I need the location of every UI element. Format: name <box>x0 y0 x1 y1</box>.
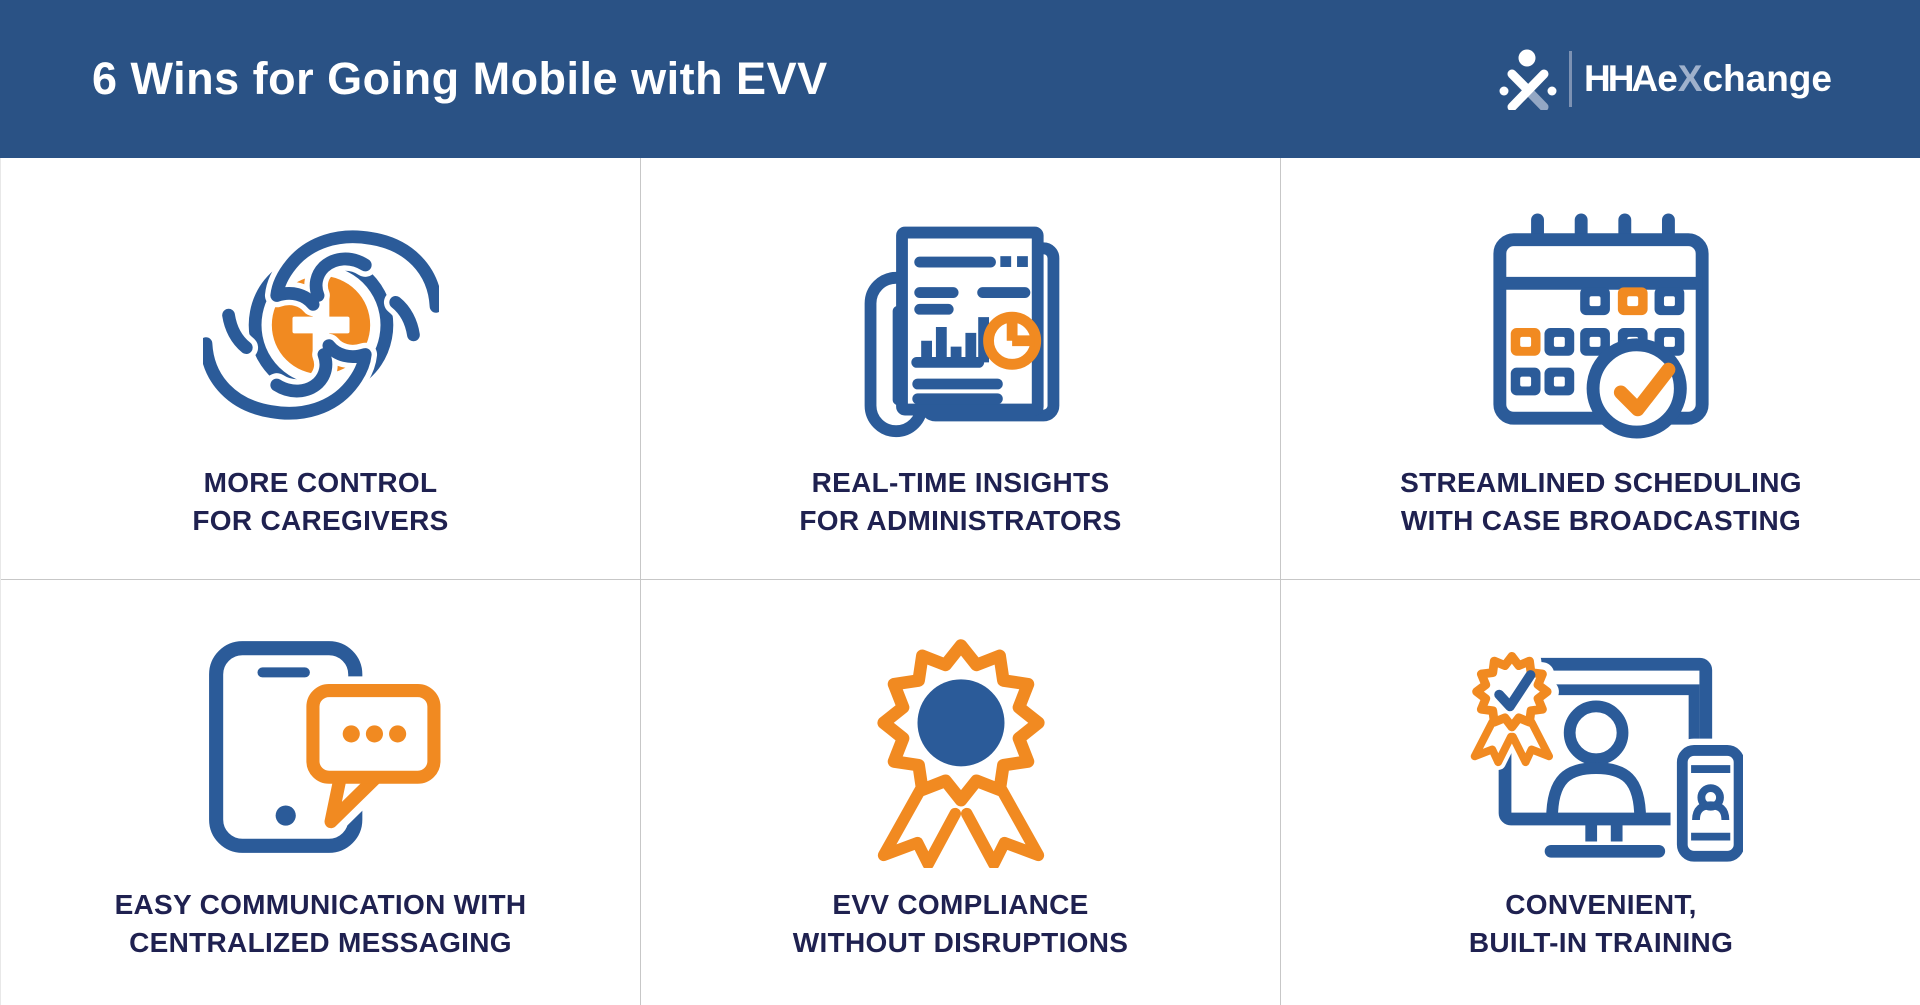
award-ribbon-icon <box>876 639 1045 868</box>
logo-divider <box>1569 51 1573 107</box>
calendar-check-icon <box>1493 213 1709 439</box>
caption-builtin-training: CONVENIENT, BUILT-IN TRAINING <box>1468 889 1734 958</box>
cell-realtime-insights: REAL-TIME INSIGHTS FOR ADMINISTRATORS <box>641 158 1281 580</box>
report-insights-icon <box>864 226 1059 438</box>
logo-change: change <box>1702 58 1832 99</box>
training-devices-icon <box>1464 644 1743 868</box>
cell-builtin-training: CONVENIENT, BUILT-IN TRAINING <box>1281 580 1920 1005</box>
caption-easy-communication: EASY COMMUNICATION WITH CENTRALIZED MESS… <box>114 889 527 958</box>
caregiver-hands-icon <box>203 207 439 443</box>
caption-streamlined-scheduling: STREAMLINED SCHEDULING WITH CASE BROADCA… <box>1400 467 1802 536</box>
benefits-grid: MORE CONTROL FOR CAREGIVERS <box>0 158 1920 1005</box>
cell-easy-communication: EASY COMMUNICATION WITH CENTRALIZED MESS… <box>1 580 641 1005</box>
cell-evv-compliance: EVV COMPLIANCE WITHOUT DISRUPTIONS <box>641 580 1281 1005</box>
person-x-figure-icon <box>1499 49 1557 110</box>
logo-x: X <box>1677 58 1703 99</box>
caption-more-control: MORE CONTROL FOR CAREGIVERS <box>192 467 449 536</box>
cell-more-control: MORE CONTROL FOR CAREGIVERS <box>1 158 641 580</box>
logo-hha: HHA <box>1584 58 1658 99</box>
cell-streamlined-scheduling: STREAMLINED SCHEDULING WITH CASE BROADCA… <box>1281 158 1920 580</box>
logo-e: e <box>1657 58 1678 99</box>
phone-message-icon <box>208 641 442 853</box>
caption-realtime-insights: REAL-TIME INSIGHTS FOR ADMINISTRATORS <box>799 467 1122 536</box>
caption-evv-compliance: EVV COMPLIANCE WITHOUT DISRUPTIONS <box>792 889 1129 958</box>
page-title: 6 Wins for Going Mobile with EVV <box>92 53 828 104</box>
